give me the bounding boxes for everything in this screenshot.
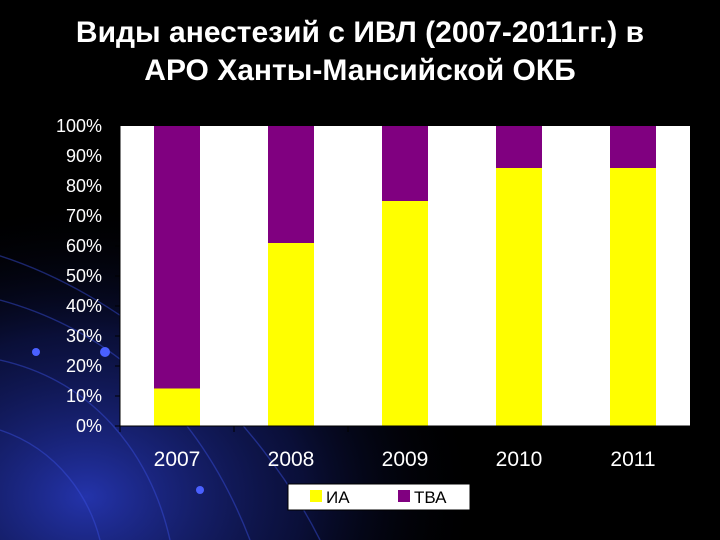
y-tick-label: 40% bbox=[66, 296, 102, 316]
legend: ИА ТВА bbox=[287, 483, 471, 511]
y-tick-label: 0% bbox=[76, 416, 102, 436]
bar-ia-2007 bbox=[154, 388, 200, 426]
slide-title-line1: Виды анестезий с ИВЛ (2007-2011гг.) в bbox=[75, 16, 645, 49]
y-tick-label: 90% bbox=[66, 146, 102, 166]
bar-tva-2011 bbox=[610, 126, 656, 168]
slide-title: Виды анестезий с ИВЛ (2007-2011гг.) в АР… bbox=[0, 14, 720, 90]
y-tick-label: 70% bbox=[66, 206, 102, 226]
x-tick-label-2011: 2011 bbox=[610, 448, 655, 471]
y-tick-label: 100% bbox=[56, 116, 102, 136]
bar-ia-2008 bbox=[268, 243, 314, 426]
legend-swatch-tva bbox=[398, 490, 410, 502]
bar-ia-2011 bbox=[610, 168, 656, 426]
x-tick-label-2010: 2010 bbox=[496, 448, 543, 471]
x-tick-label-2008: 2008 bbox=[268, 448, 315, 471]
y-tick-label: 20% bbox=[66, 356, 102, 376]
x-tick-label-2007: 2007 bbox=[154, 448, 201, 471]
bar-tva-2010 bbox=[496, 126, 542, 168]
decor-dot bbox=[100, 347, 110, 357]
bar-ia-2009 bbox=[382, 201, 428, 426]
y-tick-label: 80% bbox=[66, 176, 102, 196]
bar-tva-2008 bbox=[268, 126, 314, 243]
bar-tva-2007 bbox=[154, 126, 200, 389]
y-tick-label: 60% bbox=[66, 236, 102, 256]
legend-swatch-ia bbox=[310, 490, 322, 502]
legend-label-ia: ИА bbox=[326, 488, 350, 507]
decor-dot bbox=[32, 348, 40, 356]
x-tick-label-2009: 2009 bbox=[382, 448, 429, 471]
decor-dot bbox=[196, 486, 204, 494]
bar-tva-2009 bbox=[382, 126, 428, 201]
y-tick-label: 50% bbox=[66, 266, 102, 286]
bar-ia-2010 bbox=[496, 168, 542, 426]
y-tick-label: 30% bbox=[66, 326, 102, 346]
y-tick-label: 10% bbox=[66, 386, 102, 406]
slide-title-line2: АРО Ханты-Мансийской ОКБ bbox=[144, 54, 576, 87]
legend-label-tva: ТВА bbox=[414, 488, 447, 507]
